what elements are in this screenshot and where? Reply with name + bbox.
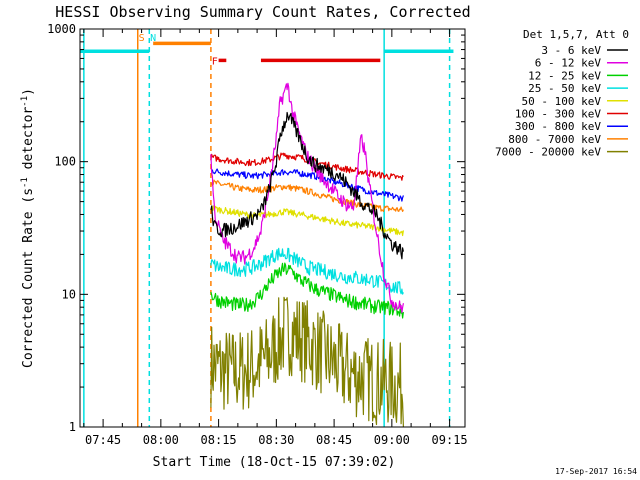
y-tick-label-1: 10: [62, 287, 76, 301]
legend-label-7: 800 - 7000 keV: [508, 133, 601, 146]
x-tick-label-1: 08:00: [143, 433, 179, 447]
legend-label-2: 12 - 25 keV: [528, 69, 601, 82]
legend-label-1: 6 - 12 keV: [535, 57, 602, 70]
x-tick-label-3: 08:30: [258, 433, 294, 447]
x-tick-label-6: 09:15: [432, 433, 468, 447]
legend-label-4: 50 - 100 keV: [522, 95, 602, 108]
flag-label-f: F: [212, 56, 218, 67]
y-tick-label-2: 100: [54, 155, 76, 169]
y-tick-label-0: 1: [69, 420, 76, 434]
plot-frame: [79, 28, 466, 428]
legend-label-3: 25 - 50 keV: [528, 82, 601, 95]
data-layer: S N F: [80, 29, 454, 428]
x-tick-label-0: 07:45: [85, 433, 121, 447]
x-tick-label-2: 08:15: [201, 433, 237, 447]
x-tick-label-5: 09:00: [374, 433, 410, 447]
legend-label-0: 3 - 6 keV: [541, 44, 601, 57]
legend-label-6: 300 - 800 keV: [515, 120, 601, 133]
series-line-7: [210, 179, 404, 212]
legend-label-8: 7000 - 20000 keV: [495, 146, 601, 159]
series-line-4: [210, 205, 404, 237]
chart-title: HESSI Observing Summary Count Rates, Cor…: [55, 3, 470, 21]
footer-timestamp: 17-Sep-2017 16:54: [555, 467, 637, 476]
x-axis-title: Start Time (18-Oct-15 07:39:02): [153, 455, 396, 470]
legend-label-5: 100 - 300 keV: [515, 108, 601, 121]
flag-label-n: N: [150, 33, 156, 44]
legend-title: Det 1,5,7, Att 0: [523, 28, 629, 41]
flag-label-s: S: [139, 33, 145, 44]
axis-layer: 1 10 100 1000 07:45 08:00 08:15 08:30 08:45 09:00…: [47, 22, 468, 447]
y-tick-label-3: 1000: [47, 22, 76, 36]
y-axis-title: Corrected Count Rate (s-1 detector-1): [20, 88, 36, 368]
series-line-0: [210, 111, 404, 260]
series-line-3: [210, 247, 404, 295]
series-line-1: [210, 82, 404, 314]
series-line-8: [210, 296, 404, 428]
series-line-2: [210, 262, 404, 319]
x-tick-label-4: 08:45: [316, 433, 352, 447]
